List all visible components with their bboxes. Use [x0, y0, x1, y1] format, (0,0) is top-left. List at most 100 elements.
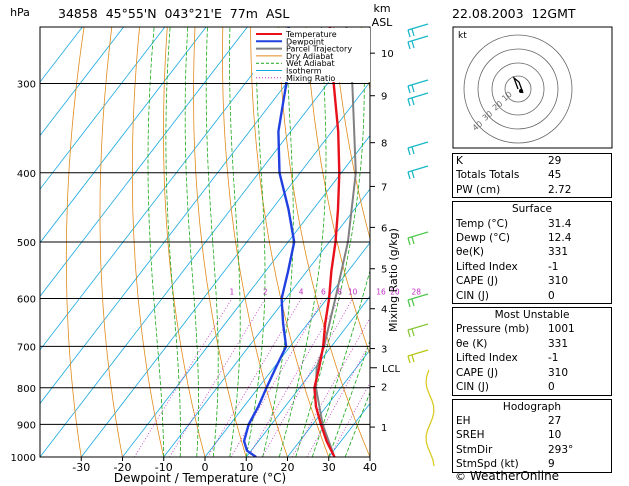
wind-barb-flag [407, 147, 411, 156]
surface-label: Temp (°C) [456, 217, 509, 230]
legend-entry: Parcel Trajectory [286, 45, 352, 54]
isotherm-line [40, 27, 166, 190]
wet-adiabat-line [147, 27, 165, 457]
wet-adiabat-line [184, 27, 199, 457]
most-unstable-label: Pressure (mb) [456, 323, 530, 336]
wet-adiabat-line [229, 27, 241, 457]
dry-adiabat-line [193, 27, 247, 457]
most-unstable-row: θe (K) 331 [453, 337, 611, 351]
hodograph-stat-value: 9 [548, 458, 555, 471]
wind-barb-flag [411, 146, 415, 155]
mixing-ratio-line [248, 298, 341, 457]
surface-value: 0 [548, 289, 555, 302]
wind-barb-flag [411, 84, 415, 93]
isotherm-line [40, 27, 124, 137]
series-dewpoint [242, 27, 296, 457]
mixing-ratio-line [169, 298, 266, 457]
legend-entry: Dry Adiabat [286, 52, 333, 61]
legend-entry: Dewpoint [286, 37, 324, 46]
surface-box: Surface Temp (°C) 31.4 Dewp (°C) 12.4 θe(K) 3… [452, 201, 612, 305]
hodograph-stat-label: SREH [456, 429, 485, 442]
most-unstable-row: CIN (J) 0 [453, 380, 611, 394]
wind-barb-flag [411, 354, 415, 363]
surface-row: CIN (J) 0 [453, 289, 611, 303]
wind-barb-flag [407, 171, 411, 180]
wind-barb-shaft [407, 23, 429, 31]
wind-barb-shaft [407, 323, 429, 331]
wet-adiabat-line [328, 339, 370, 457]
units-asl: ASL [372, 16, 394, 29]
wind-barb-shaft [407, 165, 429, 173]
km-tick-label: 9 [381, 92, 387, 103]
dry-adiabat-line [277, 27, 370, 457]
mixing-ratio-line [291, 317, 370, 457]
wet-adiabat-line [311, 269, 370, 457]
wind-barb-flag [411, 298, 415, 307]
km-tick-label: 6 [381, 223, 387, 234]
hodograph-stat-row: StmDir 293° [453, 443, 611, 457]
index-value: 29 [548, 155, 562, 167]
mixing-ratio-label: 4 [299, 288, 304, 297]
km-tick-label: 3 [381, 345, 387, 356]
index-label: K [456, 155, 463, 167]
hodograph-stat-label: EH [456, 414, 471, 427]
wind-barb-shaft [407, 231, 429, 239]
mixing-ratio-line [207, 298, 302, 457]
mixing-ratio-label: 10 [348, 288, 358, 297]
credit: © WeatherOnline [455, 469, 559, 483]
surface-value: -1 [548, 260, 559, 273]
wet-adiabat-line [205, 27, 219, 457]
surface-row: Temp (°C) 31.4 [453, 217, 611, 231]
mixing-ratio-axis-label: Mixing Ratio (g/kg) [387, 228, 400, 332]
dry-adiabat-line [222, 27, 288, 457]
most-unstable-label: CAPE (J) [456, 366, 499, 379]
pressure-tick-label: 800 [17, 384, 36, 395]
index-row: Totals Totals 45 [453, 168, 611, 182]
wind-barb-flag [411, 97, 415, 106]
dry-adiabat-line [305, 27, 370, 356]
hodograph-ring [477, 48, 559, 130]
legend-background [253, 28, 370, 82]
wet-adiabat-line [278, 27, 327, 457]
hodograph-ring [463, 34, 573, 144]
most-unstable-label: θe (K) [456, 337, 488, 350]
most-unstable-value: 310 [548, 366, 569, 379]
wind-barb-shaft [407, 349, 429, 357]
most-unstable-value: 331 [548, 337, 569, 350]
wind-barb-flag [407, 299, 411, 308]
surface-title: Surface [511, 203, 552, 216]
index-value: 2.72 [548, 183, 572, 196]
pressure-tick-label: 500 [17, 238, 36, 249]
legend-entry: Temperature [285, 30, 337, 39]
most-unstable-box: Most Unstable Pressure (mb) 1001 θe (K) 331… [452, 307, 612, 396]
index-row: K 29 [453, 154, 611, 168]
pressure-tick-label: 300 [17, 80, 36, 91]
dry-adiabat-line [611, 27, 629, 457]
hodograph-stat-label: StmDir [456, 443, 493, 456]
wind-barb-flag [407, 355, 411, 364]
dry-adiabat-line [131, 27, 165, 457]
mixing-ratio-line [329, 381, 370, 457]
hodograph-stat-row: SREH 10 [453, 428, 611, 442]
x-tick-label: -30 [72, 461, 90, 474]
mixing-ratio-label: 2 [263, 288, 268, 297]
wind-barb-shaft [407, 35, 429, 43]
station-info: 34858 45°55'N 043°21'E 77m ASL [58, 6, 289, 21]
hodograph-stat-value: 293° [548, 443, 574, 456]
surface-value: 31.4 [548, 217, 572, 230]
hodograph-table-box: Hodograph EH 27 SREH 10 StmDir 293° StmSpd (kt… [452, 398, 612, 473]
datetime: 22.08.2003 12GMT [452, 6, 576, 21]
stability-indices-box: K 29 Totals Totals 45 PW (cm) 2.72 [452, 153, 612, 199]
wind-barb-shaft [407, 293, 429, 301]
surface-row: Lifted Index -1 [453, 260, 611, 274]
km-tick-label: 8 [381, 139, 387, 150]
wind-barb-flag [407, 329, 411, 338]
x-tick-label: 40 [363, 461, 377, 474]
pressure-tick-label: 600 [17, 295, 36, 306]
mixing-ratio-label: 6 [321, 288, 326, 297]
wet-adiabat-line [344, 391, 370, 457]
surface-label: θe(K) [456, 246, 484, 259]
km-tick-label: 4 [381, 305, 387, 316]
series-parcel-trajectory [315, 27, 357, 457]
